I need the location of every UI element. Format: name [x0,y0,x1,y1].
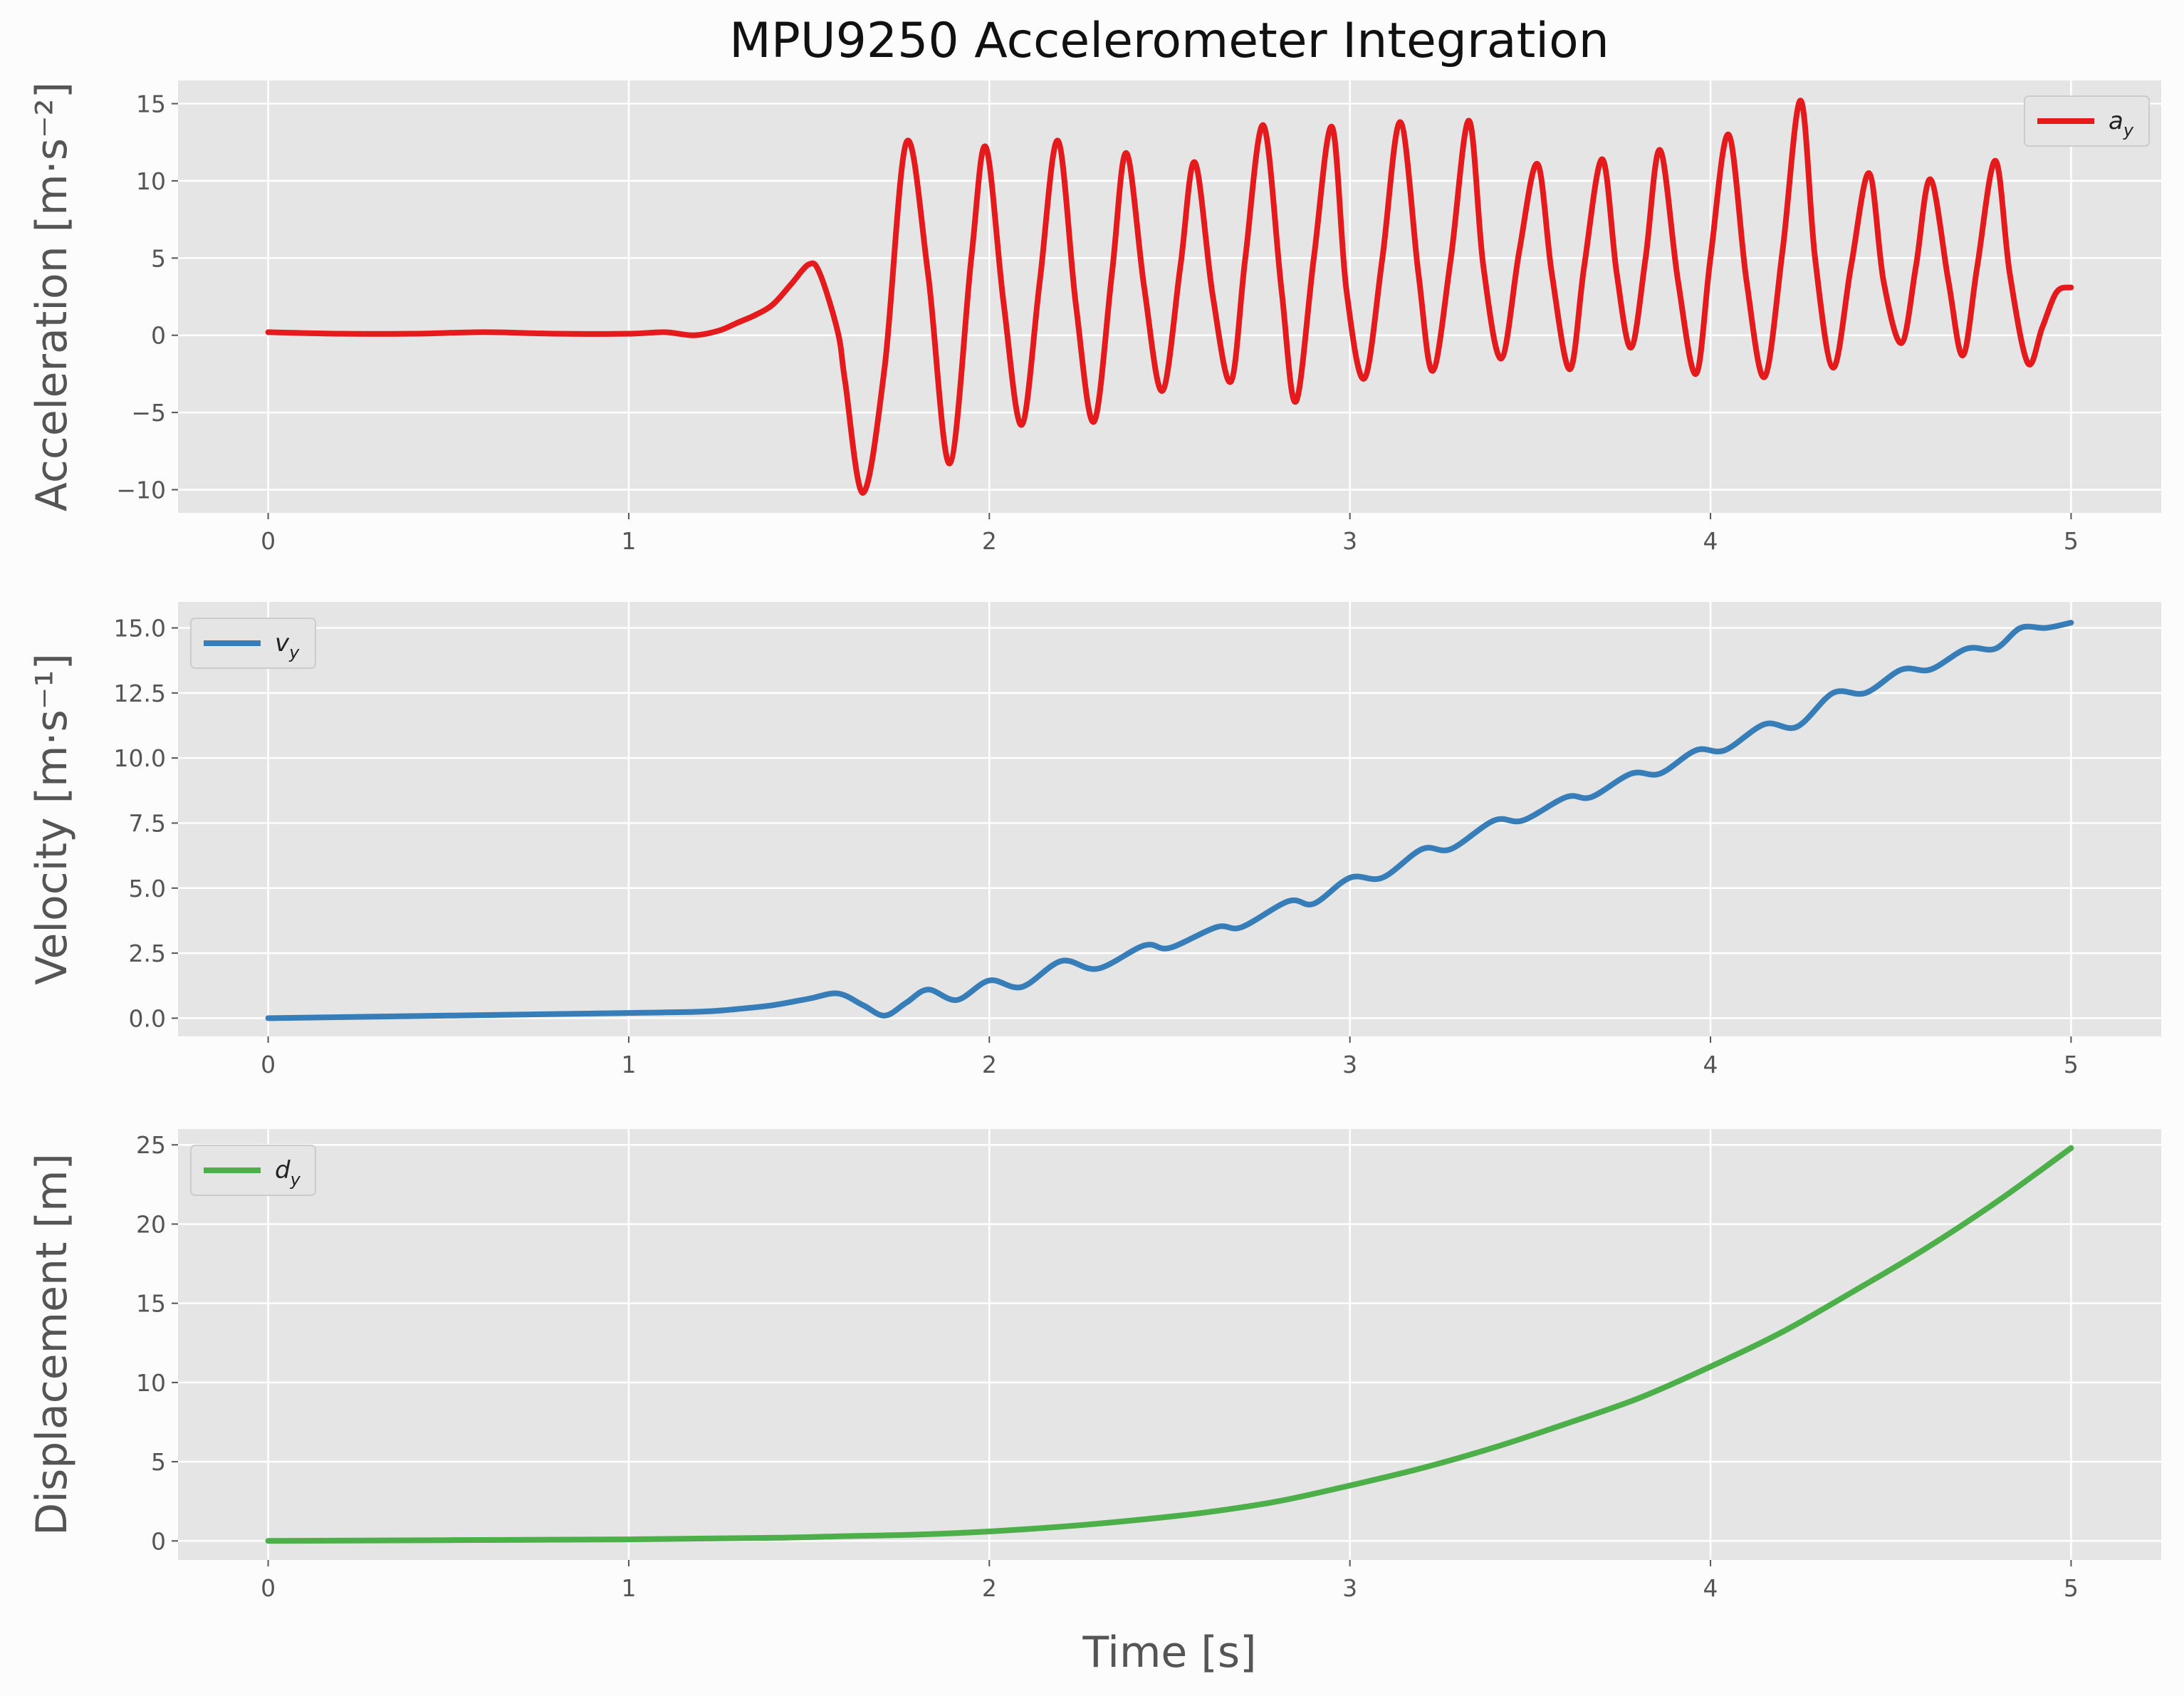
legend: vy [190,618,316,669]
x-tick-label: 2 [982,527,997,555]
y-tick-label: 5 [151,1448,166,1476]
subplot-2: 0 1 2 3 4 5 0.0 2.5 5.0 7.5 10.0 12.5 15.0 Velocity [… [27,602,2161,1078]
y-tick-label: 0.0 [129,1004,166,1032]
plot-area [178,602,2161,1036]
legend-label-main: v [275,629,290,657]
x-tick-label: 3 [1342,527,1357,555]
x-tick-label: 4 [1703,1574,1718,1602]
legend-label: dy [275,1156,301,1190]
x-tick-label: 2 [982,1574,997,1602]
x-tick-label: 0 [261,527,276,555]
legend: ay [2024,95,2150,147]
y-tick-label: 20 [136,1210,166,1238]
y-tick-label: 25 [136,1131,166,1159]
legend-label-subscript: y [2123,120,2134,140]
y-tick-label: −5 [131,399,166,427]
y-tick-label: −10 [116,476,166,504]
y-tick-label: 2.5 [129,940,166,967]
y-axis-label: Velocity [m·s⁻¹] [27,653,77,985]
legend-label-main: a [2109,107,2123,135]
x-tick-label: 5 [2064,527,2079,555]
x-tick-label: 4 [1703,527,1718,555]
x-tick-label: 0 [261,1051,276,1078]
x-axis-label: Time [s] [1082,1628,1257,1677]
y-axis-label: Displacement [m] [27,1153,77,1536]
y-tick-label: 15 [136,90,166,118]
subplot-1: 0 1 2 3 4 5 −10 −5 0 5 10 15 Acceleration [m·s⁻²] ay [27,80,2161,555]
legend-label: ay [2109,107,2134,140]
y-tick-label: 10.0 [114,744,166,772]
plot-area [178,80,2161,513]
y-tick-label: 12.5 [114,680,166,707]
y-tick-label: 7.5 [129,809,166,837]
y-tick-label: 0 [151,322,166,350]
y-tick-label: 0 [151,1527,166,1555]
y-tick-label: 15.0 [114,615,166,642]
x-tick-label: 5 [2064,1051,2079,1078]
legend-label: vy [275,629,300,662]
y-tick-label: 15 [136,1290,166,1318]
y-axis-label: Acceleration [m·s⁻²] [27,82,77,511]
series-line-d-y [265,1145,2074,1544]
x-tick-label: 3 [1342,1051,1357,1078]
legend-label-subscript: y [290,1170,301,1190]
legend-label-subscript: y [288,642,300,662]
x-tick-label: 2 [982,1051,997,1078]
y-tick-label: 10 [136,167,166,195]
subplot-3: 0 1 2 3 4 5 0 5 10 15 20 25 Displacement [m] Time [s]… [27,1129,2161,1677]
x-tick-label: 5 [2064,1574,2079,1602]
x-tick-label: 1 [621,527,636,555]
plot-area [178,1129,2161,1560]
legend: dy [190,1145,316,1196]
y-tick-label: 5.0 [129,875,166,902]
x-tick-label: 0 [261,1574,276,1602]
x-tick-label: 1 [621,1574,636,1602]
series-line-v-y [265,620,2074,1021]
legend-label-main: d [275,1156,291,1185]
series-line-a-y [265,98,2074,496]
y-tick-label: 5 [151,244,166,272]
x-tick-label: 4 [1703,1051,1718,1078]
x-tick-label: 1 [621,1051,636,1078]
figure-title: MPU9250 Accelerometer Integration [729,13,1609,69]
y-tick-label: 10 [136,1369,166,1397]
x-tick-label: 3 [1342,1574,1357,1602]
